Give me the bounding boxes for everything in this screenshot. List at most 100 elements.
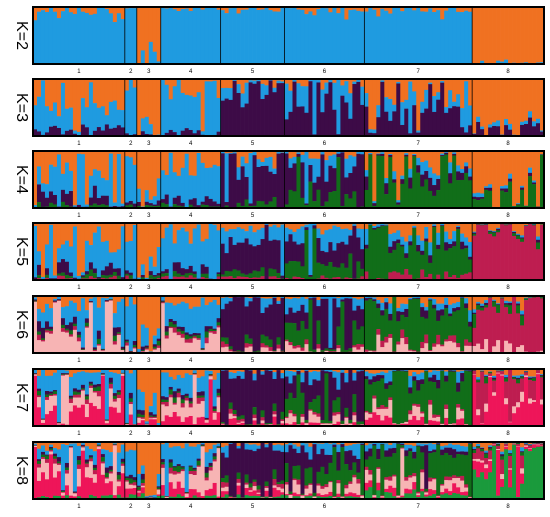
ancestry-segment — [264, 490, 269, 497]
ancestry-segment — [520, 189, 525, 209]
ancestry-segment — [72, 329, 78, 354]
ancestry-segment — [196, 492, 202, 498]
ancestry-segment — [40, 496, 46, 500]
ancestry-segment — [440, 346, 445, 354]
ancestry-segment — [416, 445, 421, 447]
ancestry-segment — [248, 80, 253, 83]
ancestry-segment — [88, 175, 94, 198]
ancestry-segment — [452, 475, 457, 479]
ancestry-segment — [48, 396, 54, 412]
ancestry-segment — [492, 7, 497, 65]
ancestry-segment — [56, 248, 62, 263]
ancestry-segment — [100, 350, 106, 354]
ancestry-segment — [208, 332, 213, 354]
ancestry-segment — [536, 223, 541, 237]
ancestry-segment — [36, 296, 42, 310]
ancestry-segment — [92, 13, 98, 65]
ancestry-segment — [304, 339, 309, 345]
ancestry-segment — [180, 227, 186, 269]
ancestry-segment — [428, 477, 433, 482]
ancestry-segment — [388, 448, 393, 457]
ancestry-segment — [392, 443, 397, 449]
ancestry-segment — [64, 223, 70, 241]
ancestry-segment — [288, 494, 293, 499]
ancestry-segment — [152, 392, 158, 415]
ancestry-segment — [448, 476, 453, 481]
ancestry-segment — [472, 370, 477, 371]
ancestry-segment — [316, 422, 321, 427]
ancestry-segment — [528, 224, 533, 281]
ancestry-segment — [532, 126, 537, 137]
ancestry-segment — [428, 296, 433, 299]
ancestry-segment — [336, 372, 341, 390]
ancestry-segment — [260, 369, 265, 372]
ancestry-segment — [124, 205, 130, 209]
ancestry-segment — [88, 269, 94, 277]
ancestry-segment — [228, 99, 233, 137]
ancestry-segment — [168, 447, 174, 460]
ancestry-segment — [348, 423, 353, 424]
ancestry-segment — [344, 382, 349, 409]
ancestry-segment — [76, 334, 82, 338]
ancestry-segment — [104, 79, 110, 116]
ancestry-segment — [112, 445, 118, 496]
ancestry-segment — [160, 404, 166, 422]
ancestry-segment — [108, 466, 114, 471]
ancestry-segment — [76, 204, 82, 208]
ancestry-segment — [344, 349, 349, 353]
ancestry-segment — [448, 316, 453, 336]
ancestry-segment — [48, 447, 54, 449]
ancestry-segment — [424, 423, 429, 425]
ancestry-segment — [504, 398, 509, 405]
ancestry-segment — [540, 404, 545, 427]
ancestry-segment — [332, 349, 337, 352]
ancestry-segment — [76, 456, 82, 461]
population-label: 1 — [77, 285, 81, 291]
ancestry-segment — [436, 421, 441, 427]
ancestry-segment — [136, 422, 142, 427]
ancestry-segment — [448, 335, 453, 342]
ancestry-segment — [88, 298, 94, 302]
ancestry-segment — [116, 153, 122, 207]
ancestry-segment — [464, 451, 469, 456]
ancestry-segment — [192, 374, 198, 425]
ancestry-segment — [156, 369, 162, 424]
ancestry-segment — [440, 79, 445, 82]
ancestry-segment — [412, 228, 417, 280]
ancestry-segment — [116, 471, 122, 476]
ancestry-segment — [460, 108, 465, 128]
population-label: 2 — [129, 141, 133, 147]
ancestry-segment — [76, 372, 82, 390]
ancestry-segment — [392, 223, 397, 234]
ancestry-segment — [344, 488, 349, 495]
ancestry-segment — [360, 7, 365, 12]
ancestry-segment — [148, 415, 154, 418]
ancestry-segment — [416, 495, 421, 498]
ancestry-segment — [284, 423, 289, 427]
ancestry-segment — [368, 384, 373, 413]
ancestry-segment — [476, 303, 481, 306]
ancestry-segment — [500, 456, 505, 460]
ancestry-segment — [224, 475, 229, 483]
ancestry-segment — [216, 274, 221, 277]
ancestry-segment — [192, 370, 198, 374]
ancestry-segment — [76, 392, 82, 395]
ancestry-segment — [248, 8, 253, 65]
ancestry-segment — [60, 444, 66, 491]
ancestry-segment — [416, 369, 421, 375]
ancestry-segment — [468, 256, 473, 260]
ancestry-segment — [524, 444, 529, 446]
ancestry-segment — [496, 230, 501, 233]
ancestry-segment — [500, 224, 505, 281]
ancestry-segment — [444, 442, 449, 446]
population-label: 6 — [323, 69, 327, 75]
ancestry-segment — [48, 330, 54, 334]
ancestry-segment — [404, 7, 409, 65]
ancestry-segment — [36, 395, 42, 398]
ancestry-segment — [484, 374, 489, 377]
ancestry-segment — [33, 374, 38, 377]
ancestry-segment — [76, 151, 82, 155]
ancestry-segment — [224, 79, 229, 89]
ancestry-segment — [364, 379, 369, 412]
ancestry-segment — [448, 370, 453, 372]
